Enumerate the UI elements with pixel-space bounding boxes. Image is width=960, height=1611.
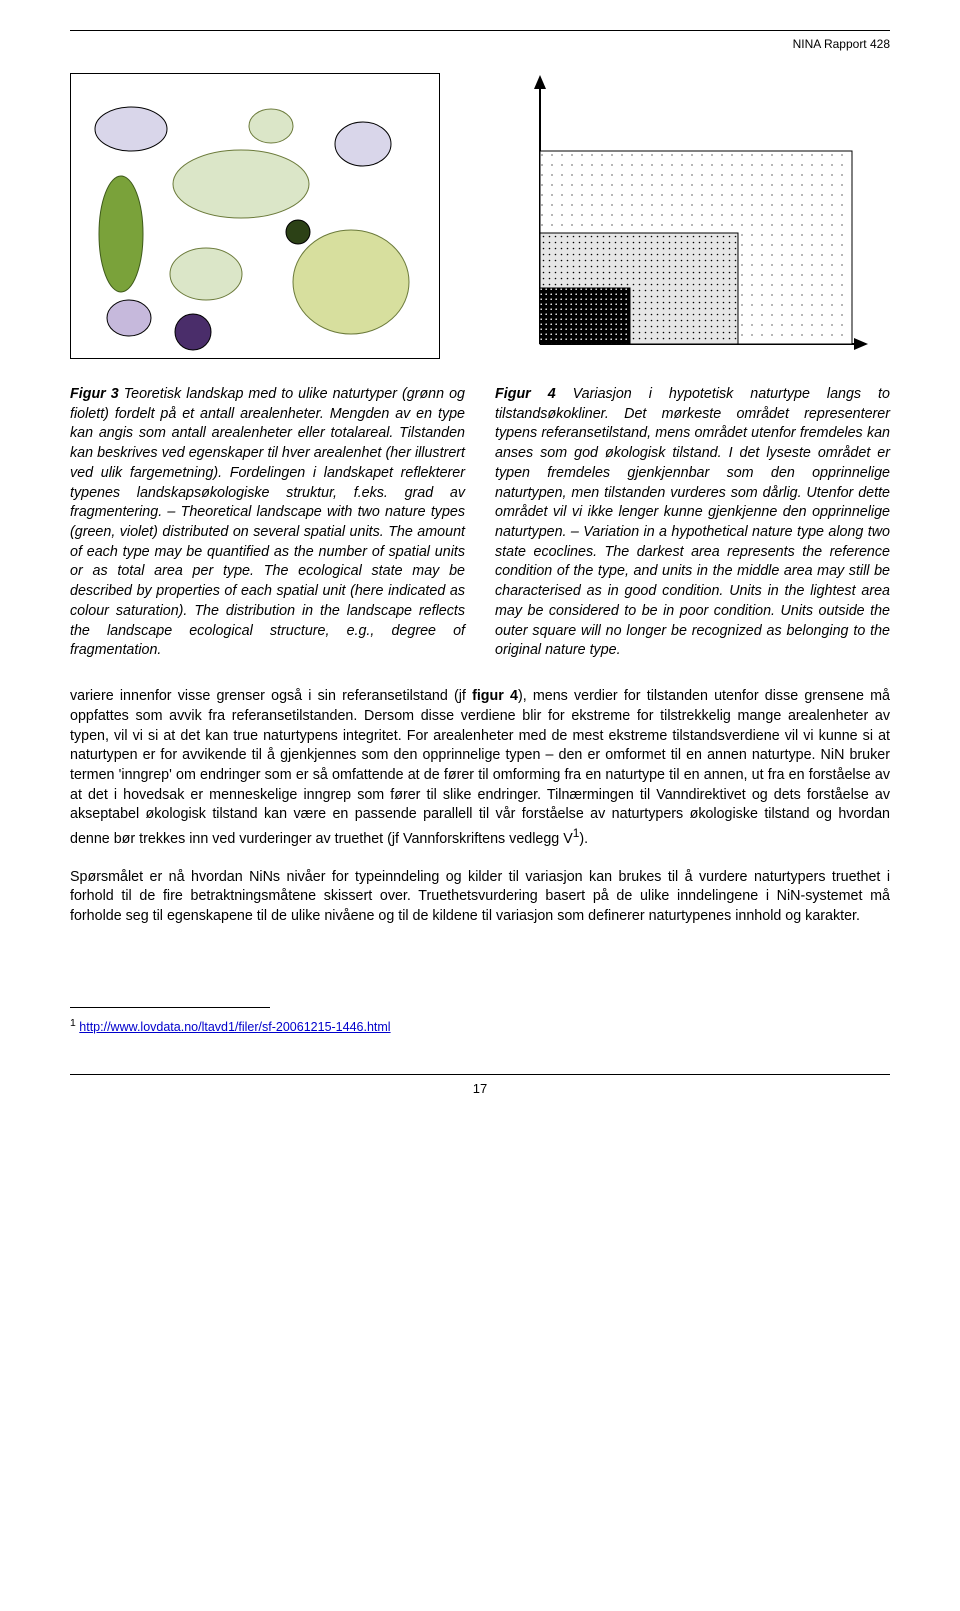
body-paragraph-2: Spørsmålet er nå hvordan NiNs nivåer for…: [70, 868, 890, 927]
caption4-nor: Variasjon i hypotetisk naturtype langs t…: [495, 386, 890, 540]
body-paragraph-1: variere innenfor visse grenser også i si…: [70, 687, 890, 850]
footnote-marker: 1: [70, 1018, 76, 1029]
figure-3-container: [70, 73, 460, 359]
footnote-link[interactable]: http://www.lovdata.no/ltavd1/filer/sf-20…: [79, 1020, 390, 1034]
footer-rule: [70, 1074, 890, 1075]
figure-3-landscape: [70, 73, 440, 359]
caption4-lead: Figur 4: [495, 386, 556, 402]
captions-row: Figur 3 Teoretisk landskap med to ulike …: [70, 385, 890, 661]
figure-4-container: [500, 73, 890, 359]
caption3-lead: Figur 3: [70, 386, 119, 402]
figures-row: [70, 73, 890, 359]
figure-3-svg: [71, 74, 441, 360]
header-rule: [70, 30, 890, 31]
p1-bold: figur 4: [472, 688, 518, 704]
footnote-1: 1 http://www.lovdata.no/ltavd1/filer/sf-…: [70, 1018, 890, 1034]
p1-end: ).: [579, 831, 588, 847]
p1-pre: variere innenfor visse grenser også i si…: [70, 688, 472, 704]
caption3-nor: Teoretisk landskap med to ulike naturtyp…: [70, 386, 465, 520]
page-footer: 17: [70, 1074, 890, 1096]
caption4-eng: Variation in a hypothetical nature type …: [495, 524, 890, 658]
p1-post: ), mens verdier for tilstanden utenfor d…: [70, 688, 890, 847]
report-header: NINA Rapport 428: [70, 37, 890, 51]
figure-4-svg: [500, 73, 870, 359]
page-number: 17: [473, 1081, 487, 1096]
footnote-separator: [70, 1007, 270, 1008]
figure-4-diagram: [500, 73, 870, 359]
figure-3-caption: Figur 3 Teoretisk landskap med to ulike …: [70, 385, 465, 661]
caption3-eng: Theoretical landscape with two nature ty…: [70, 504, 465, 658]
figure-4-caption: Figur 4 Variasjon i hypotetisk naturtype…: [495, 385, 890, 661]
